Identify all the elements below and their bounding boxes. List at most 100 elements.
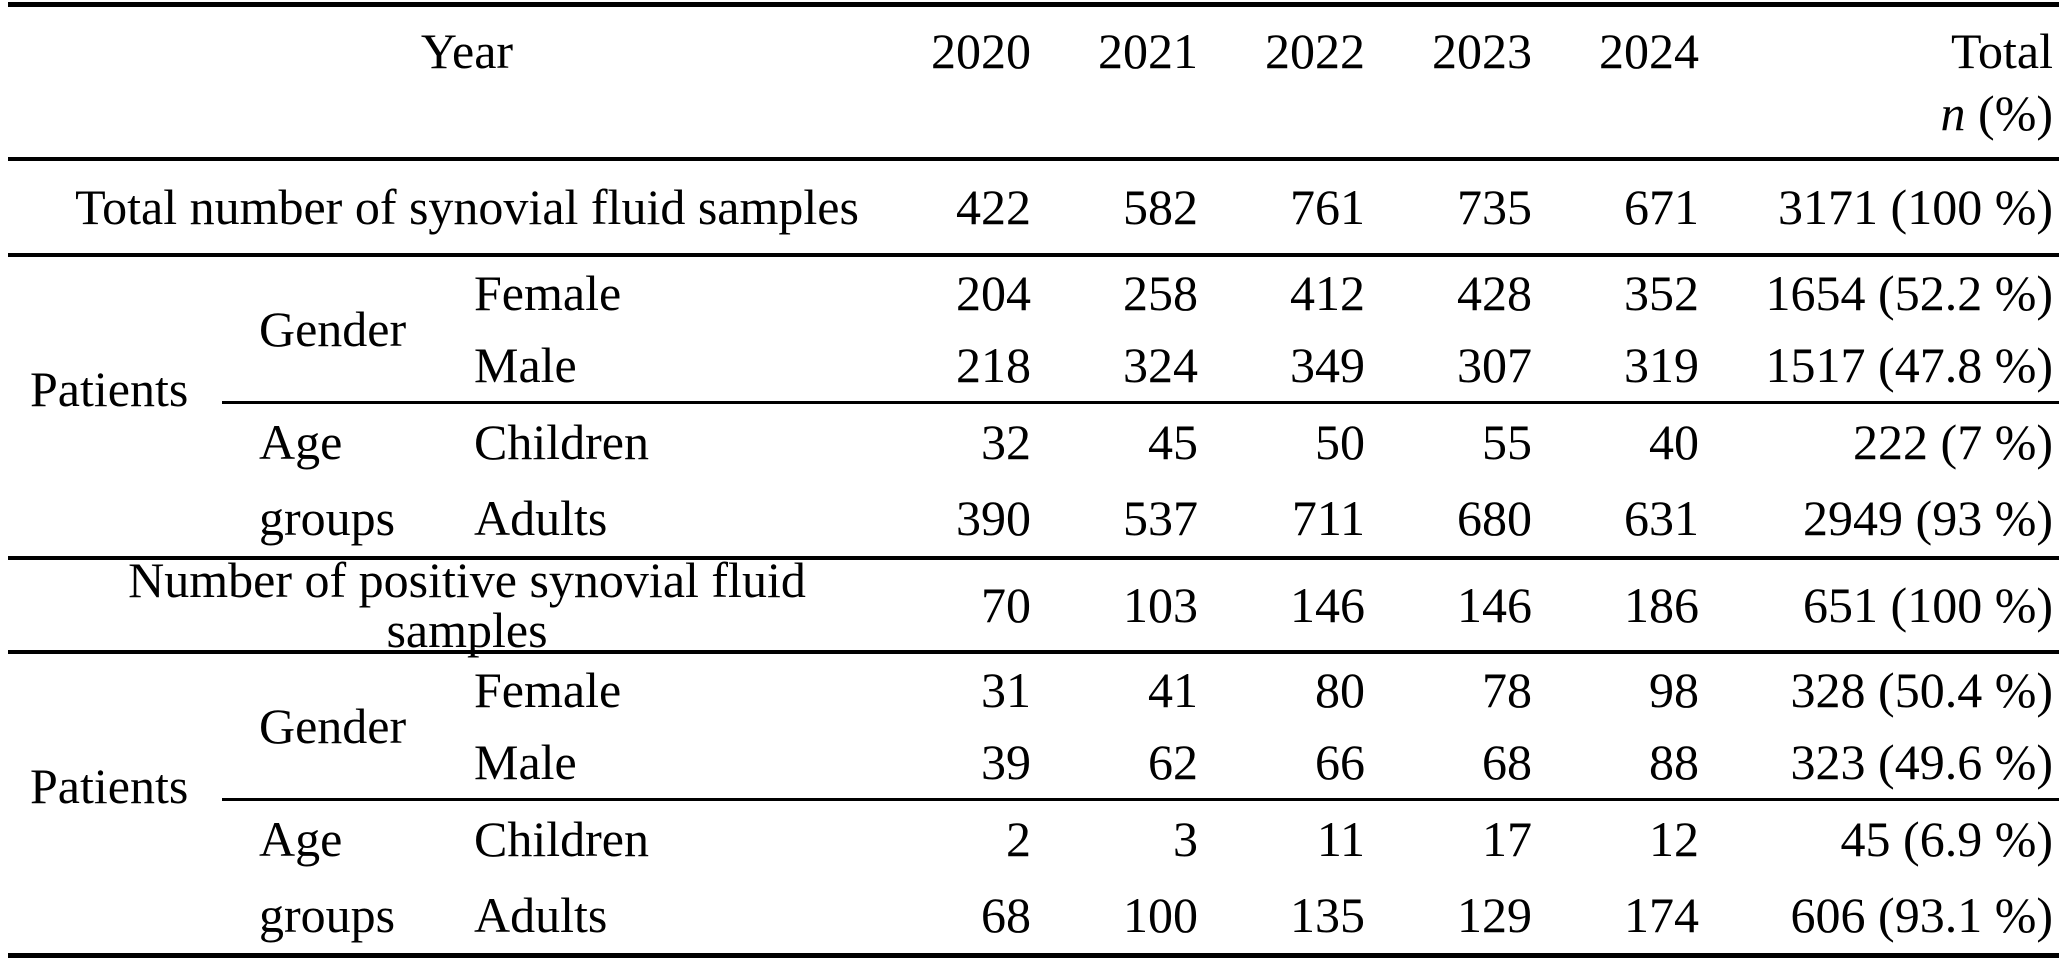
patients-label: Patients xyxy=(30,360,189,417)
children-row-label: Children xyxy=(474,414,649,470)
value-cell: 98 xyxy=(1649,662,1699,718)
value-cell: 78 xyxy=(1482,662,1532,718)
value-cell: 218 xyxy=(956,337,1031,393)
patients-label-cell: Patients xyxy=(8,654,222,953)
top-rule xyxy=(8,2,2059,7)
value-cell: 735 xyxy=(1457,179,1532,235)
age-group-label: Age groups xyxy=(259,414,396,546)
value-cell: 45 xyxy=(1148,414,1198,470)
year-column-header: 2021 xyxy=(1098,23,1198,79)
value-cell: 68 xyxy=(1482,734,1532,790)
section-rule xyxy=(8,253,2059,257)
gender-subtable: Gender Female 31 41 80 78 98 328 (50.4 %… xyxy=(222,654,2059,798)
value-cell: 50 xyxy=(1315,414,1365,470)
value-cell: 680 xyxy=(1457,490,1532,546)
value-cell: 88 xyxy=(1649,734,1699,790)
total-column-header: Total n (%) xyxy=(1701,7,2059,144)
value-cell: 11 xyxy=(1316,811,1365,867)
value-cell: 100 xyxy=(1123,887,1198,943)
value-cell: 631 xyxy=(1624,490,1699,546)
value-cell: 146 xyxy=(1290,577,1365,633)
header-rule xyxy=(8,157,2059,161)
value-cell: 390 xyxy=(956,490,1031,546)
gender-group-label: Gender xyxy=(259,301,407,357)
value-cell: 671 xyxy=(1624,179,1699,235)
total-cell: 2949 (93 %) xyxy=(1803,490,2053,546)
year-column-header: 2023 xyxy=(1432,23,1532,79)
total-cell: 1654 (52.2 %) xyxy=(1765,265,2053,321)
value-cell: 711 xyxy=(1291,490,1365,546)
male-row-label: Male xyxy=(474,734,577,790)
value-cell: 422 xyxy=(956,179,1031,235)
patients-section: Patients Gender Female 31 41 80 78 98 32… xyxy=(8,654,2059,953)
total-cell: 222 (7 %) xyxy=(1853,414,2053,470)
year-column-header: 2024 xyxy=(1599,23,1699,79)
total-cell: 651 (100 %) xyxy=(1803,577,2053,633)
value-cell: 174 xyxy=(1624,887,1699,943)
value-cell: 319 xyxy=(1624,337,1699,393)
adults-row-label: Adults xyxy=(474,887,608,943)
value-cell: 582 xyxy=(1123,179,1198,235)
value-cell: 40 xyxy=(1649,414,1699,470)
value-cell: 41 xyxy=(1148,662,1198,718)
value-cell: 17 xyxy=(1482,811,1532,867)
value-cell: 186 xyxy=(1624,577,1699,633)
value-cell: 39 xyxy=(981,734,1031,790)
section-rule xyxy=(8,650,2059,654)
positive-samples-row: Number of positive synovial fluid sample… xyxy=(8,555,2059,655)
value-cell: 31 xyxy=(981,662,1031,718)
samples-table: Year 2020 2021 2022 2023 2024 Total n (%… xyxy=(8,2,2059,958)
pct-symbol: (%) xyxy=(1978,85,2053,141)
total-cell: 323 (49.6 %) xyxy=(1790,734,2053,790)
gender-subtable: Gender Female 204 258 412 428 352 1654 (… xyxy=(222,257,2059,401)
value-cell: 537 xyxy=(1123,490,1198,546)
age-subtable: Age groups Children 32 45 50 55 40 222 (… xyxy=(222,404,2059,556)
total-cell: 3171 (100 %) xyxy=(1778,179,2053,235)
total-cell: 606 (93.1 %) xyxy=(1790,887,2053,943)
total-samples-row: Total number of synovial fluid samples 4… xyxy=(8,161,2059,253)
total-cell: 328 (50.4 %) xyxy=(1790,662,2053,718)
header-row: Year 2020 2021 2022 2023 2024 Total n (%… xyxy=(8,7,2059,157)
value-cell: 204 xyxy=(956,265,1031,321)
value-cell: 129 xyxy=(1457,887,1532,943)
value-cell: 103 xyxy=(1123,577,1198,633)
value-cell: 324 xyxy=(1123,337,1198,393)
value-cell: 70 xyxy=(981,577,1031,633)
patients-section: Patients Gender Female 204 258 412 428 3… xyxy=(8,257,2059,556)
section-rule xyxy=(8,556,2059,560)
children-row-label: Children xyxy=(474,811,649,867)
value-cell: 146 xyxy=(1457,577,1532,633)
age-subtable: Age groups Children 2 3 11 17 12 45 (6.9… xyxy=(222,801,2059,953)
value-cell: 258 xyxy=(1123,265,1198,321)
value-cell: 2 xyxy=(1006,811,1031,867)
value-cell: 12 xyxy=(1649,811,1699,867)
male-row-label: Male xyxy=(474,337,577,393)
total-label: Total xyxy=(1950,23,2053,79)
value-cell: 62 xyxy=(1148,734,1198,790)
value-cell: 352 xyxy=(1624,265,1699,321)
year-column-header: 2022 xyxy=(1265,23,1365,79)
total-cell: 1517 (47.8 %) xyxy=(1765,337,2053,393)
value-cell: 55 xyxy=(1482,414,1532,470)
bottom-rule xyxy=(8,953,2059,958)
value-cell: 412 xyxy=(1290,265,1365,321)
patients-label-cell: Patients xyxy=(8,257,222,556)
value-cell: 761 xyxy=(1290,179,1365,235)
female-row-label: Female xyxy=(474,662,622,718)
year-column-header: 2020 xyxy=(931,23,1031,79)
partial-rule xyxy=(222,401,2059,404)
gender-group-label: Gender xyxy=(259,698,407,754)
row-label: Total number of synovial fluid samples xyxy=(75,179,859,235)
adults-row-label: Adults xyxy=(474,490,608,546)
year-header-label: Year xyxy=(420,23,514,79)
age-group-label: Age groups xyxy=(259,811,396,943)
value-cell: 349 xyxy=(1290,337,1365,393)
value-cell: 68 xyxy=(981,887,1031,943)
value-cell: 307 xyxy=(1457,337,1532,393)
value-cell: 3 xyxy=(1173,811,1198,867)
value-cell: 135 xyxy=(1290,887,1365,943)
patients-label: Patients xyxy=(30,757,189,814)
value-cell: 32 xyxy=(981,414,1031,470)
female-row-label: Female xyxy=(474,265,622,321)
total-cell: 45 (6.9 %) xyxy=(1840,811,2053,867)
